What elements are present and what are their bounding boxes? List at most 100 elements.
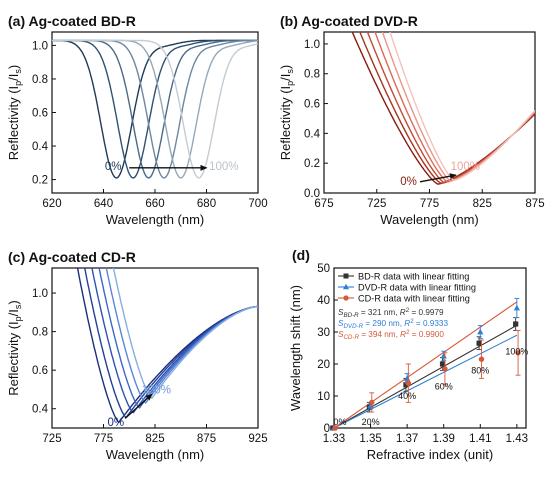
point-label: 80% <box>471 366 489 376</box>
y-axis-label: Reflectivity (Ip/Is) <box>278 65 295 161</box>
panel-c: (c) Ag-coated CD-R 725 775 825 875 925 0.4 0.6 0… <box>6 249 268 462</box>
y-axis-label: Wavelength shift (nm) <box>288 285 303 411</box>
fit-sub: BD-R <box>343 312 359 319</box>
plot-frame <box>323 31 536 194</box>
legend-label: DVD-R data with linear fitting <box>358 283 476 293</box>
data-point <box>442 366 448 372</box>
curves <box>76 268 258 424</box>
end-label: 100% <box>451 161 480 173</box>
y-label-part: /I <box>6 74 21 81</box>
panel-title: (b) Ag-coated DVD-R <box>280 13 418 29</box>
fit-r: R <box>400 308 406 317</box>
y-tick-label: 0.0 <box>304 188 320 200</box>
x-tick-label: 825 <box>145 433 164 445</box>
y-tick-label: 0.6 <box>304 99 320 111</box>
x-tick-label: 1.43 <box>506 433 528 445</box>
x-tick-label: 1.35 <box>359 433 381 445</box>
y-tick-label: 1.0 <box>304 39 320 51</box>
fit-annotation: SCD-R = 394 nm, R2 = 0.9900 <box>338 329 444 341</box>
legend-marker <box>343 295 349 301</box>
x-tick-label: 1.39 <box>433 433 455 445</box>
curves <box>351 32 535 185</box>
curves <box>52 39 258 179</box>
x-tick-label: 1.33 <box>323 433 345 445</box>
y-label-sub: s <box>13 304 23 309</box>
fit-s: S <box>338 330 344 339</box>
y-tick-label: 0.8 <box>304 69 320 81</box>
x-tick-label: 680 <box>197 198 216 210</box>
y-label-part: Reflectivity (I <box>6 86 21 160</box>
x-tick-label: 660 <box>145 198 164 210</box>
fit-line <box>333 334 518 429</box>
y-tick-label: 0 <box>324 423 330 435</box>
data-point <box>403 382 409 388</box>
x-tick-label: 925 <box>248 433 267 445</box>
end-label: 100% <box>209 161 238 173</box>
x-axis-label: Wavelength (nm) <box>106 447 205 462</box>
series-line <box>351 32 535 185</box>
y-label-part: /I <box>6 309 21 316</box>
x-tick-label: 775 <box>94 433 113 445</box>
x-axis-label: Wavelength (nm) <box>106 212 205 227</box>
y-label-part: ) <box>6 65 21 69</box>
fit-sup: 2 <box>406 329 410 336</box>
y-label-sub: p <box>13 316 23 321</box>
fit-annotation: SDVD-R = 290 nm, R2 = 0.9333 <box>338 318 448 330</box>
legend-label: BD-R data with linear fitting <box>358 272 469 282</box>
fit-r: R <box>404 319 410 328</box>
y-tick-label: 20 <box>317 359 330 371</box>
y-tick-label: 0.6 <box>32 365 48 377</box>
y-axis-label: Reflectivity (Ip/Is) <box>6 300 23 396</box>
data-point <box>515 350 521 356</box>
fit-sub: CD-R <box>343 334 359 341</box>
shift-arrow <box>124 393 153 419</box>
panel-title: (a) Ag-coated BD-R <box>8 13 136 29</box>
fit-s: S <box>338 308 344 317</box>
data-point <box>439 361 446 367</box>
x-tick-label: 725 <box>367 198 386 210</box>
panel-title: (d) <box>292 247 310 263</box>
y-label-part: Reflectivity (I <box>6 321 21 395</box>
fit-text: = 290 nm, <box>363 319 404 328</box>
y-label-part: ) <box>278 65 293 69</box>
x-axis-label: Wavelength (nm) <box>380 212 479 227</box>
point-label: 20% <box>362 417 380 427</box>
fit-line <box>333 301 518 429</box>
y-tick-label: 0.8 <box>32 74 48 86</box>
x-tick-label: 1.37 <box>396 433 418 445</box>
y-tick-label: 30 <box>317 327 330 339</box>
x-tick-label: 875 <box>525 198 544 210</box>
y-tick-label: 0.2 <box>32 175 48 187</box>
start-label: 0% <box>400 176 417 188</box>
point-label: 60% <box>435 382 453 392</box>
point-label: 40% <box>398 391 416 401</box>
fit-annotation: SBD-R = 321 nm, R2 = 0.9979 <box>338 307 444 319</box>
x-tick-label: 775 <box>420 198 439 210</box>
series-line <box>112 268 258 400</box>
panel-title: (c) Ag-coated CD-R <box>8 249 136 265</box>
fit-line <box>333 324 518 429</box>
y-tick-label: 0.6 <box>32 108 48 120</box>
x-tick-label: 875 <box>197 433 216 445</box>
fit-s: S <box>338 319 344 328</box>
series-line <box>52 39 258 179</box>
panel-b: (b) Ag-coated DVD-R 675 725 775 825 875 0.0 0.2… <box>278 13 545 227</box>
y-label-part: ) <box>6 300 21 304</box>
point-label: 100% <box>505 346 528 356</box>
y-tick-label: 50 <box>317 263 330 275</box>
panel-a: (a) Ag-coated BD-R 620 640 660 680 700 0.2 0.4 0… <box>6 13 268 227</box>
y-label-part: Reflectivity (I <box>278 86 293 160</box>
y-tick-label: 0.4 <box>32 141 49 153</box>
legend-marker <box>343 273 349 279</box>
series-line <box>52 39 258 179</box>
y-tick-label: 0.4 <box>32 404 49 416</box>
data-point <box>369 399 375 406</box>
data-point <box>513 321 519 327</box>
y-tick-label: 10 <box>317 391 330 403</box>
y-label-sub: s <box>285 69 295 74</box>
x-tick-label: 1.41 <box>469 433 491 445</box>
fit-val: = 0.9979 <box>409 308 444 317</box>
data-point <box>477 328 484 335</box>
series-line <box>389 32 535 182</box>
